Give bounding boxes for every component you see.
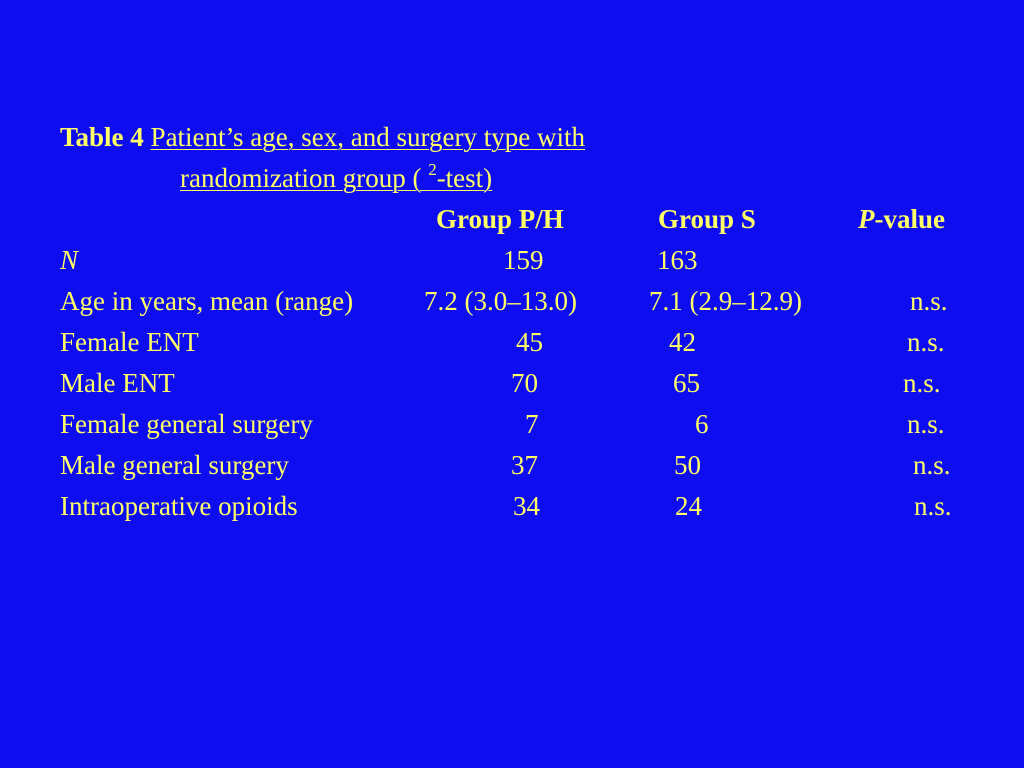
caption-line2-pre: randomization group ( bbox=[180, 163, 429, 193]
cell-male-ent-ph: 70 bbox=[511, 368, 538, 398]
cell-age-p: n.s. bbox=[910, 286, 948, 316]
table-caption-text: Patient’s age, sex, and surgery type wit… bbox=[150, 122, 585, 152]
row-label-female-ent: Female ENT bbox=[60, 327, 199, 357]
table-caption-line1: Table 4 Patient’s age, sex, and surgery … bbox=[60, 122, 585, 152]
row-label-age: Age in years, mean (range) bbox=[60, 286, 354, 316]
row-label-male-general: Male general surgery bbox=[60, 450, 289, 480]
table-caption-line2: randomization group ( 2-test) bbox=[180, 160, 493, 193]
header-group-s: Group S bbox=[658, 204, 756, 234]
row-label-n: N bbox=[60, 245, 79, 275]
row-label-female-general: Female general surgery bbox=[60, 409, 313, 439]
header-p-rest: -value bbox=[874, 204, 946, 234]
cell-male-general-p: n.s. bbox=[913, 450, 951, 480]
cell-female-general-s: 6 bbox=[695, 409, 709, 439]
cell-age-ph: 7.2 (3.0–13.0) bbox=[424, 286, 577, 316]
cell-opioids-p: n.s. bbox=[914, 491, 952, 521]
cell-female-ent-p: n.s. bbox=[907, 327, 945, 357]
cell-male-ent-s: 65 bbox=[673, 368, 700, 398]
header-p-italic: P bbox=[858, 204, 875, 234]
cell-male-general-ph: 37 bbox=[511, 450, 538, 480]
cell-female-ent-ph: 45 bbox=[516, 327, 543, 357]
cell-opioids-ph: 34 bbox=[513, 491, 540, 521]
table-label: Table 4 bbox=[60, 122, 144, 152]
caption-line2-post: -test) bbox=[436, 163, 493, 193]
row-label-male-ent: Male ENT bbox=[60, 368, 175, 398]
header-p-value: P-value bbox=[858, 204, 945, 234]
cell-opioids-s: 24 bbox=[675, 491, 702, 521]
cell-female-general-ph: 7 bbox=[525, 409, 539, 439]
cell-n-s: 163 bbox=[657, 245, 698, 275]
cell-female-ent-s: 42 bbox=[669, 327, 696, 357]
cell-male-ent-p: n.s. bbox=[903, 368, 941, 398]
row-label-opioids: Intraoperative opioids bbox=[60, 491, 298, 521]
cell-age-s: 7.1 (2.9–12.9) bbox=[649, 286, 802, 316]
cell-female-general-p: n.s. bbox=[907, 409, 945, 439]
header-group-ph: Group P/H bbox=[436, 204, 564, 234]
cell-male-general-s: 50 bbox=[674, 450, 701, 480]
cell-n-ph: 159 bbox=[503, 245, 544, 275]
caption-superscript: 2 bbox=[428, 160, 437, 179]
